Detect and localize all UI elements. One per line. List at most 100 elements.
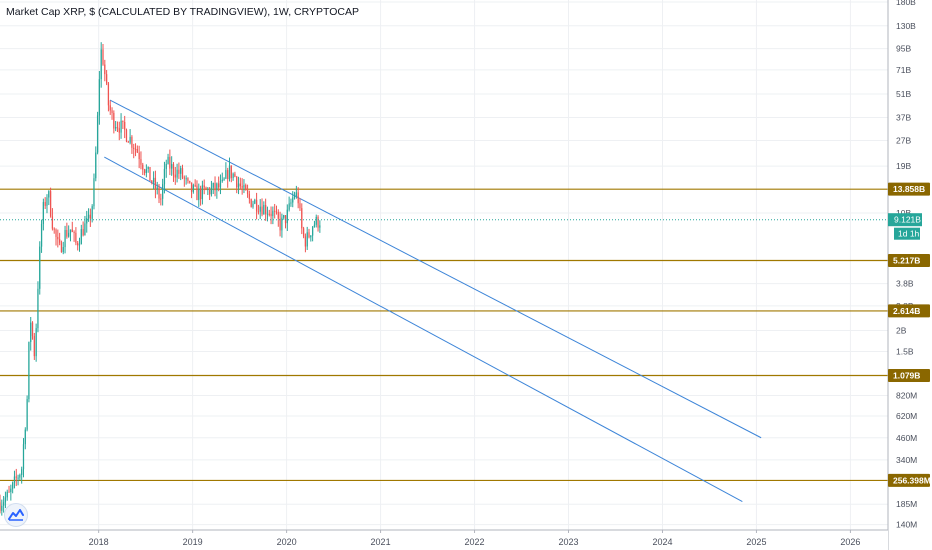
candle-body xyxy=(163,168,166,185)
candle-body xyxy=(51,216,54,229)
y-tick-label: 27B xyxy=(896,135,911,145)
candle-body xyxy=(158,187,160,199)
candle-body xyxy=(190,182,193,192)
candle-body xyxy=(10,488,12,493)
candle-body xyxy=(254,199,256,204)
candle-body xyxy=(295,192,297,197)
candle-body xyxy=(250,199,252,207)
y-tick-label: 95B xyxy=(896,44,911,54)
y-tick-label: 2B xyxy=(896,325,907,335)
candle-body xyxy=(87,214,90,219)
y-tick-label: 340M xyxy=(896,455,917,465)
candle-body xyxy=(234,173,236,177)
candle-body xyxy=(210,187,213,195)
candle-body xyxy=(95,152,97,179)
candle-body xyxy=(53,228,55,230)
candle-body xyxy=(272,210,274,217)
candle-body xyxy=(274,210,276,212)
candle-body xyxy=(241,186,243,188)
candle-body xyxy=(93,178,95,207)
candle-body xyxy=(46,197,48,206)
candle-body xyxy=(86,218,88,224)
candle-body xyxy=(221,179,223,182)
candle-body xyxy=(196,185,198,201)
candle-body xyxy=(100,49,102,80)
candle-body xyxy=(48,191,50,198)
candle-body xyxy=(71,229,73,232)
candle-body xyxy=(172,164,175,175)
level-badge-label: 256.398M xyxy=(893,475,931,485)
channel-line xyxy=(104,156,743,502)
x-tick-label: 2021 xyxy=(371,537,391,547)
candle-body xyxy=(317,216,319,228)
trend-channel xyxy=(104,99,762,502)
candle-body xyxy=(225,170,227,179)
grid xyxy=(0,0,888,530)
candle-body xyxy=(165,163,167,169)
candle-body xyxy=(176,169,178,178)
y-tick-label: 185M xyxy=(896,499,917,509)
candle-body xyxy=(131,136,133,148)
candle-body xyxy=(283,215,285,218)
level-badge xyxy=(888,304,930,318)
candle-body xyxy=(42,202,45,224)
candle-body xyxy=(13,476,16,483)
candle-body xyxy=(145,169,148,173)
candle-body xyxy=(301,208,303,229)
candle-body xyxy=(96,115,99,153)
current-price-badge xyxy=(888,213,922,227)
x-axis[interactable]: 2018 2019 2020 2021 2022 2023 2024 2025 2026 xyxy=(89,530,861,547)
candle-body xyxy=(80,229,82,245)
candle-body xyxy=(1,505,3,511)
candle-body xyxy=(17,477,19,479)
y-tick-label: 620M xyxy=(896,411,917,421)
candle-body xyxy=(199,188,202,200)
y-tick-label: 820M xyxy=(896,391,917,401)
candle-body xyxy=(2,502,5,506)
candle-body xyxy=(297,192,299,204)
candle-body xyxy=(218,183,220,188)
candle-body xyxy=(31,322,34,337)
candle-body xyxy=(6,491,8,498)
candle-body xyxy=(73,231,75,233)
candle-body xyxy=(22,444,25,470)
level-badge xyxy=(888,253,930,267)
candle-body xyxy=(127,141,129,143)
x-tick-label: 2026 xyxy=(840,537,860,547)
candle-body xyxy=(237,183,240,188)
candle-body xyxy=(252,203,254,207)
countdown-badge xyxy=(894,227,920,240)
candle-body xyxy=(286,209,288,224)
candle-body xyxy=(293,196,296,198)
tradingview-logo-icon[interactable] xyxy=(4,503,28,527)
y-axis[interactable]: 180B130B95B71B51B37B27B19B10B3.8B2.8B2B1… xyxy=(896,0,917,530)
candle-body xyxy=(60,242,63,253)
candle-body xyxy=(178,169,180,174)
candle-body xyxy=(21,469,23,475)
candle-body xyxy=(24,429,26,445)
candle-body xyxy=(265,204,267,214)
candle-body xyxy=(44,202,46,206)
y-tick-label: 130B xyxy=(896,21,916,31)
candle-body xyxy=(270,213,272,217)
candle-body xyxy=(154,177,157,190)
candle-body xyxy=(308,232,310,238)
candle-body xyxy=(118,128,120,133)
candle-body xyxy=(268,213,270,215)
level-badge xyxy=(888,473,930,487)
candle-body xyxy=(69,229,72,233)
candle-body xyxy=(125,129,128,142)
level-badge xyxy=(888,369,930,383)
level-badge-label: 1.079B xyxy=(893,371,920,381)
candle-body xyxy=(185,178,187,180)
candle-body xyxy=(277,212,279,219)
candle-body xyxy=(149,167,151,181)
candle-body xyxy=(315,216,317,225)
x-tick-label: 2025 xyxy=(746,537,766,547)
candle-body xyxy=(207,188,209,190)
level-badge xyxy=(888,182,930,196)
candle-body xyxy=(40,223,43,247)
candle-body xyxy=(174,174,176,178)
candle-body xyxy=(124,121,126,130)
